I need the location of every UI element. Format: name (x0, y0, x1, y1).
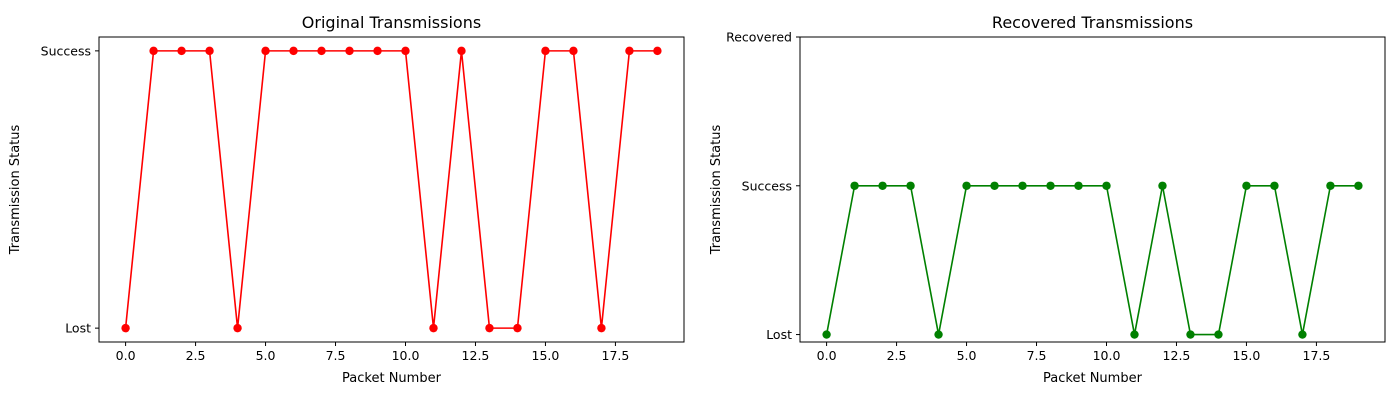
x-tick-label: 12.5 (462, 348, 490, 363)
y-axis-label: Transmission Status (8, 125, 23, 256)
x-tick-label: 2.5 (887, 348, 907, 363)
data-point (850, 181, 859, 190)
chart-title: Original Transmissions (302, 13, 481, 32)
data-point (822, 330, 831, 339)
chart-panel-1: 0.0 2.5 5.0 7.5 10.0 12.5 15.0 17.5 Lost Success O… (8, 13, 685, 386)
x-tick-label: 17.5 (602, 348, 630, 363)
data-point (1046, 181, 1055, 190)
data-point (597, 323, 606, 333)
data-point (1102, 181, 1111, 190)
data-point (345, 46, 354, 56)
data-point (1074, 181, 1083, 190)
x-tick-label: 15.0 (532, 348, 560, 363)
data-point (569, 46, 578, 56)
plot-frame (799, 36, 1386, 343)
x-tick-label: 17.5 (1303, 348, 1331, 363)
data-point (233, 323, 242, 333)
data-point (429, 323, 438, 333)
data-point (962, 181, 971, 190)
chart-panel-2: 0.0 2.5 5.0 7.5 10.0 12.5 15.0 17.5 Lost Success R… (709, 13, 1386, 386)
data-point (401, 46, 410, 56)
data-point (373, 46, 382, 56)
data-point (1186, 330, 1195, 339)
data-point (317, 46, 326, 56)
data-point (653, 46, 662, 56)
data-point (261, 46, 270, 56)
plot-frame (98, 36, 685, 343)
data-point (541, 46, 550, 56)
data-point (205, 46, 214, 56)
data-point (934, 330, 943, 339)
x-tick-label: 10.0 (392, 348, 420, 363)
data-point (1242, 181, 1251, 190)
data-point (990, 181, 999, 190)
y-tick-label: Lost (766, 327, 792, 342)
data-point (289, 46, 298, 56)
data-point (1130, 330, 1139, 339)
data-point (177, 46, 186, 56)
data-point (1326, 181, 1335, 190)
x-axis-label: Packet Number (1043, 371, 1143, 386)
series-line (124, 50, 658, 329)
data-point (1018, 181, 1027, 190)
y-axis-label: Transmission Status (709, 125, 724, 256)
y-tick-label: Success (742, 178, 792, 193)
data-point (1354, 181, 1363, 190)
x-tick-label: 5.0 (957, 348, 977, 363)
x-axis-label: Packet Number (342, 371, 442, 386)
data-point (149, 46, 158, 56)
data-point (485, 323, 494, 333)
series-line (825, 184, 1359, 336)
x-tick-label: 15.0 (1233, 348, 1261, 363)
x-tick-label: 0.0 (817, 348, 837, 363)
x-tick-label: 7.5 (326, 348, 346, 363)
x-tick-label: 2.5 (186, 348, 206, 363)
data-point (1214, 330, 1223, 339)
chart-title: Recovered Transmissions (992, 13, 1193, 32)
data-point (513, 323, 522, 333)
data-point (878, 181, 887, 190)
y-tick-label: Recovered (726, 30, 792, 45)
data-point (906, 181, 915, 190)
x-tick-label: 5.0 (256, 348, 276, 363)
y-tick-label: Success (41, 43, 91, 58)
x-tick-label: 12.5 (1163, 348, 1191, 363)
data-point (121, 323, 130, 333)
data-point (625, 46, 634, 56)
data-point (1158, 181, 1167, 190)
data-point (1270, 181, 1279, 190)
data-point (1298, 330, 1307, 339)
x-tick-label: 10.0 (1093, 348, 1121, 363)
data-point (457, 46, 466, 56)
x-tick-label: 7.5 (1027, 348, 1047, 363)
y-tick-label: Lost (65, 321, 91, 336)
x-tick-label: 0.0 (116, 348, 136, 363)
